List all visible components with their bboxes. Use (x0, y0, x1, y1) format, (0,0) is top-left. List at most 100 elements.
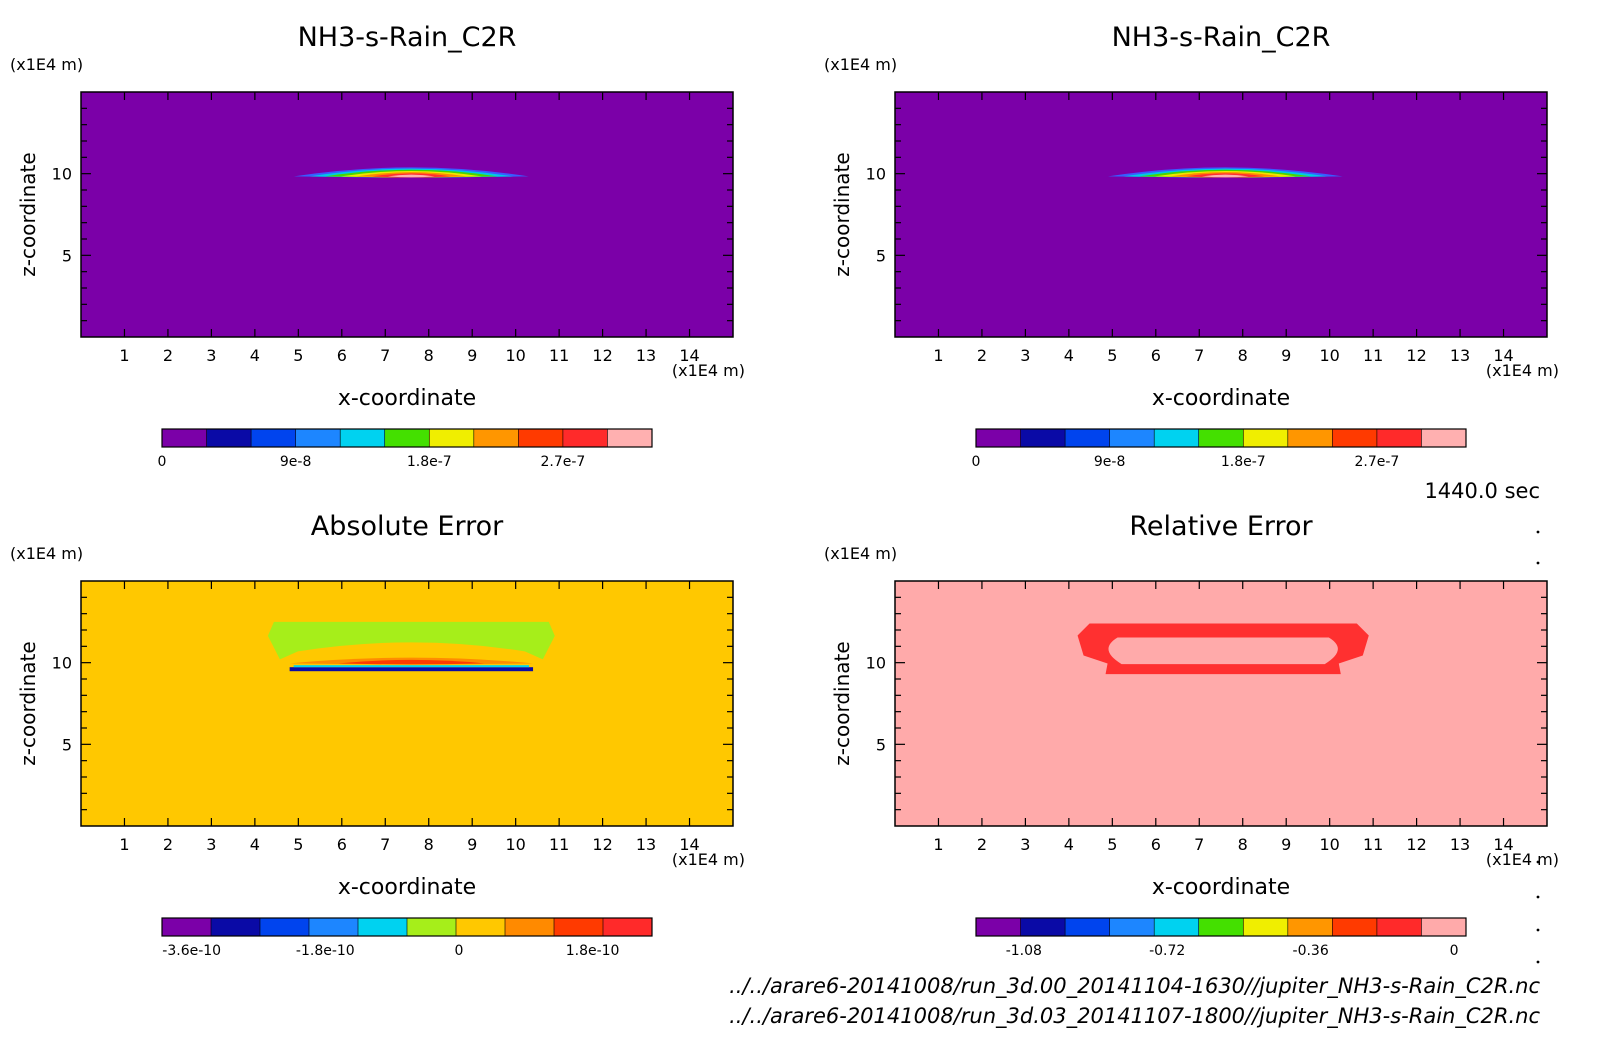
x-tick-label: 13 (636, 835, 656, 854)
y-tick-label: 5 (62, 246, 72, 265)
y-unit-label: (x1E4 m) (824, 544, 897, 563)
x-tick-label: 12 (592, 346, 612, 365)
colorbar-segment (603, 918, 653, 936)
x-tick-label: 9 (1281, 346, 1291, 365)
x-tick-label: 5 (1107, 346, 1117, 365)
colorbar-segment (1421, 918, 1467, 936)
colorbar-segment (562, 429, 608, 447)
x-tick-label: 10 (505, 835, 525, 854)
colorbar-segment (1065, 918, 1111, 936)
y-tick-label: 10 (866, 165, 886, 184)
colorbar-segment (505, 918, 555, 936)
colorbar-frame (975, 428, 1467, 448)
colorbar-tick-label: 1.8e-7 (1221, 454, 1266, 470)
x-tick-label: 8 (1238, 346, 1248, 365)
colorbar-segment (429, 429, 475, 447)
x-tick-label: 12 (592, 835, 612, 854)
x-tick-label: 1 (933, 835, 943, 854)
colorbar: -1.08 -0.72 -0.36 0 (975, 917, 1467, 959)
colorbar-segment (1332, 918, 1378, 936)
colorbar: 0 9e-8 1.8e-7 2.7e-7 (972, 428, 1467, 470)
colorbar-tick-label: -1.08 (1006, 943, 1042, 959)
x-tick-label: 9 (467, 835, 477, 854)
colorbar-tick-label: 9e-8 (280, 454, 311, 470)
x-unit-label: (x1E4 m) (672, 361, 745, 380)
x-tick-label: 7 (1194, 835, 1204, 854)
x-tick-label: 7 (1194, 346, 1204, 365)
x-tick-label: 2 (163, 835, 173, 854)
y-unit-label: (x1E4 m) (10, 544, 83, 563)
y-tick-label: 5 (876, 735, 886, 754)
x-tick-label: 6 (1151, 346, 1161, 365)
plot-frame (80, 580, 734, 827)
colorbar: -3.6e-10 -1.8e-10 0 1.8e-10 (161, 917, 653, 959)
colorbar-segment (1243, 429, 1289, 447)
x-axis-label: x-coordinate (1152, 875, 1290, 900)
y-tick-label: 5 (62, 735, 72, 754)
colorbar-segment (976, 918, 1022, 936)
x-tick-label: 12 (1406, 346, 1426, 365)
chart-title: NH3-s-Rain_C2R (1112, 22, 1331, 53)
source-file-2: ../../arare6-20141008/run_3d.03_20141107… (729, 1004, 1540, 1029)
x-tick-label: 6 (337, 835, 347, 854)
colorbar-tick-label: -0.72 (1149, 943, 1185, 959)
colorbar-tick-label: 0 (158, 454, 167, 470)
x-tick-label: 3 (1020, 835, 1030, 854)
colorbar-frame (975, 917, 1467, 937)
x-tick-label: 8 (1238, 835, 1248, 854)
x-tick-label: 9 (1281, 835, 1291, 854)
plot-background (81, 92, 733, 337)
y-unit-label: (x1E4 m) (10, 55, 83, 74)
x-tick-label: 11 (549, 346, 569, 365)
source-file-1: ../../arare6-20141008/run_3d.00_20141104… (729, 974, 1540, 999)
x-tick-label: 2 (977, 835, 987, 854)
plot-frame (80, 91, 734, 338)
colorbar-segment (1065, 429, 1111, 447)
x-tick-label: 10 (505, 346, 525, 365)
x-tick-label: 3 (206, 346, 216, 365)
plot-background (81, 581, 733, 826)
y-axis-label: z-coordinate (16, 152, 40, 276)
colorbar-segment (211, 918, 261, 936)
x-tick-label: 14 (679, 835, 699, 854)
chart-title: Relative Error (1129, 511, 1313, 542)
x-tick-label: 13 (1450, 835, 1470, 854)
x-unit-label: (x1E4 m) (1486, 361, 1559, 380)
colorbar-tick-label: 1.8e-10 (566, 943, 620, 959)
x-tick-label: 14 (1493, 346, 1513, 365)
colorbar-tick-label: 0 (455, 943, 464, 959)
contour-layer (338, 659, 485, 665)
colorbar-segment (1421, 429, 1467, 447)
right-margin-dots (1536, 530, 1540, 964)
x-axis-label: x-coordinate (338, 875, 476, 900)
x-tick-label: 4 (250, 346, 260, 365)
plot-frame (894, 91, 1548, 338)
x-tick-label: 14 (1493, 835, 1513, 854)
plot-frame (894, 580, 1548, 827)
chart-title: Absolute Error (311, 511, 504, 542)
colorbar-segment (1109, 918, 1155, 936)
x-unit-label: (x1E4 m) (1486, 850, 1559, 869)
x-tick-label: 5 (1107, 835, 1117, 854)
y-axis-label: z-coordinate (16, 641, 40, 765)
x-tick-label: 7 (380, 835, 390, 854)
y-tick-label: 10 (866, 654, 886, 673)
x-tick-label: 1 (119, 346, 129, 365)
colorbar-tick-label: -1.8e-10 (296, 943, 355, 959)
x-tick-label: 6 (337, 346, 347, 365)
colorbar-segment (1376, 429, 1422, 447)
x-axis-label: x-coordinate (338, 386, 476, 411)
x-tick-label: 7 (380, 346, 390, 365)
colorbar-segment (162, 918, 212, 936)
x-tick-label: 2 (163, 346, 173, 365)
contour-line (289, 667, 534, 672)
time-label: 1440.0 sec (1424, 479, 1540, 503)
colorbar-segment (456, 918, 506, 936)
y-tick-label: 5 (876, 246, 886, 265)
colorbar-tick-label: 0 (972, 454, 981, 470)
x-tick-label: 4 (250, 835, 260, 854)
x-tick-label: 8 (424, 346, 434, 365)
x-tick-label: 10 (1319, 835, 1339, 854)
colorbar-segment (607, 429, 653, 447)
